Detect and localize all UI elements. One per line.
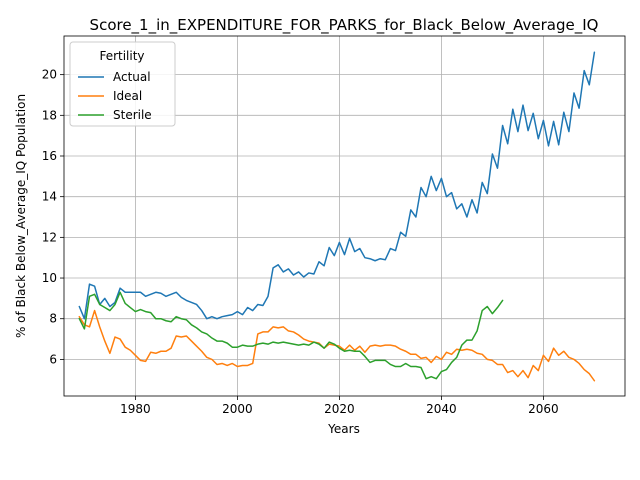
legend-label-actual: Actual	[113, 70, 151, 84]
chart-title: Score_1_in_EXPENDITURE_FOR_PARKS_for_Bla…	[90, 16, 599, 35]
legend-label-sterile: Sterile	[113, 108, 152, 122]
y-tick-label: 18	[42, 108, 57, 122]
legend-title: Fertility	[99, 49, 144, 63]
y-tick-label: 10	[42, 271, 57, 285]
x-tick-label: 2040	[426, 402, 457, 416]
y-tick-label: 20	[42, 68, 57, 82]
y-tick-label: 14	[42, 190, 57, 204]
legend: Fertility Actual Ideal Sterile	[70, 42, 175, 126]
legend-label-ideal: Ideal	[113, 89, 142, 103]
y-axis-label: % of Black Below_Average_IQ Population	[14, 94, 28, 338]
y-tick-label: 6	[49, 352, 57, 366]
y-tick-label: 8	[49, 312, 57, 326]
x-axis-label: Years	[327, 422, 360, 436]
x-tick-label: 2020	[324, 402, 355, 416]
x-tick-label: 2060	[528, 402, 559, 416]
x-tick-label: 1980	[120, 402, 151, 416]
y-tick-label: 16	[42, 149, 57, 163]
y-tick-label: 12	[42, 230, 57, 244]
x-tick-label: 2000	[222, 402, 253, 416]
